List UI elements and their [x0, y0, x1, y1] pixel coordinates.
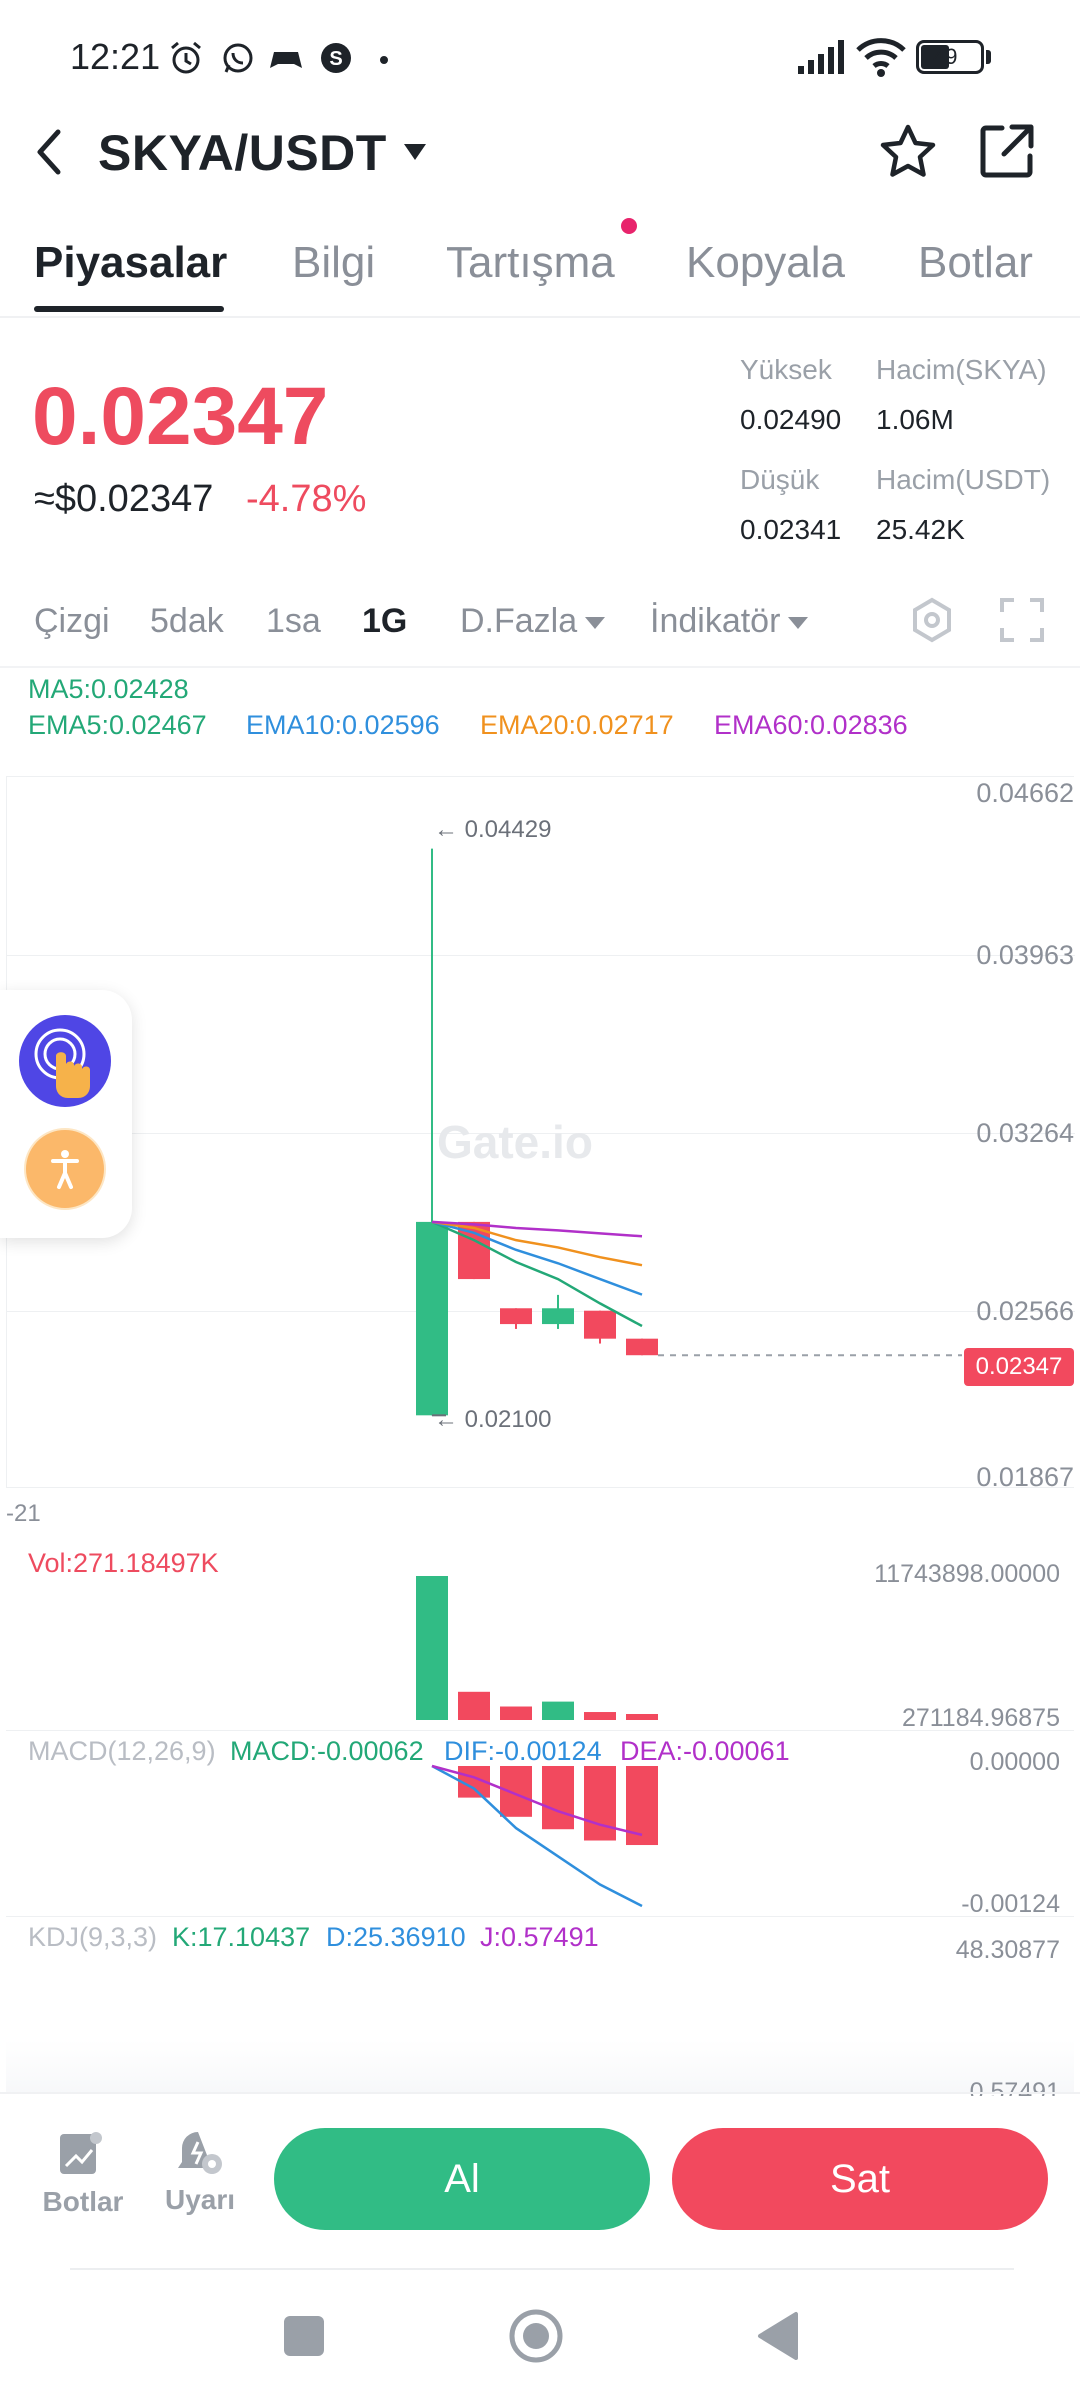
wifi-icon — [856, 38, 906, 77]
volume-base-label: Hacim(SKYA) — [876, 354, 1047, 385]
sell-button[interactable]: Sat — [672, 2128, 1048, 2230]
volume-legend: Vol:271.18497K — [28, 1548, 219, 1578]
y-tick: 0.03963 — [976, 940, 1074, 970]
system-nav-divider — [70, 2268, 1014, 2270]
bots-nav-item[interactable]: Botlar — [28, 2128, 138, 2228]
system-back-button[interactable] — [756, 2310, 800, 2362]
macd-min-tick: -0.00124 — [961, 1890, 1060, 1918]
floating-assistant-widget[interactable] — [0, 990, 132, 1238]
bottom-divider — [0, 2092, 1080, 2094]
kdj-min-tick: 0.57491 — [969, 2078, 1060, 2096]
y-tick: 0.01867 — [976, 1462, 1074, 1492]
home-button[interactable] — [508, 2308, 564, 2364]
signal-icon — [798, 40, 844, 74]
volume-base-value: 1.06M — [876, 404, 954, 435]
k-legend: K:17.10437 — [172, 1922, 311, 1952]
high-value: 0.02490 — [740, 404, 842, 435]
gamepad-icon — [270, 52, 302, 68]
x-start-label: -21 — [6, 1500, 41, 1527]
whatsapp-icon — [223, 43, 253, 73]
fullscreen-icon[interactable] — [998, 596, 1046, 644]
macd-title: MACD(12,26,9) — [28, 1736, 216, 1766]
low-label: Düşük — [740, 464, 820, 495]
ema5-legend: EMA5:0.02467 — [28, 710, 207, 740]
timeframe-1sa[interactable]: 1sa — [266, 602, 321, 640]
max-price-marker: ← 0.04429 — [434, 816, 552, 843]
tab-bilgi[interactable]: Bilgi — [292, 238, 376, 287]
pair-title[interactable]: SKYA/USDT — [98, 125, 387, 181]
line-chart-toggle[interactable]: Çizgi — [34, 602, 110, 640]
y-tick: 0.03264 — [976, 1118, 1074, 1148]
ema20-legend: EMA20:0.02717 — [480, 710, 674, 740]
volume-quote-label: Hacim(USDT) — [876, 464, 1051, 495]
caret-down-icon — [788, 617, 809, 630]
alert-bell-icon — [178, 2132, 222, 2174]
buy-button[interactable]: Al — [274, 2128, 650, 2230]
chart-settings-icon[interactable] — [908, 596, 956, 644]
tab-botlar[interactable]: Botlar — [918, 238, 1033, 287]
last-price-tag-text: 0.02347 — [975, 1353, 1063, 1380]
tabs-divider — [0, 316, 1080, 318]
y-tick: 0.02566 — [976, 1296, 1074, 1326]
app-s-icon: S — [321, 43, 351, 73]
low-value: 0.02341 — [740, 514, 842, 545]
j-legend: J:0.57491 — [480, 1922, 599, 1952]
tab-piyasalar[interactable]: Piyasalar — [34, 238, 228, 287]
battery-icon: 49 — [916, 40, 984, 74]
indicator-dropdown[interactable]: İndikatör — [650, 602, 809, 641]
timeframe-1g[interactable]: 1G — [362, 602, 408, 640]
tab-tartisma[interactable]: Tartışma — [446, 238, 615, 287]
price-change: -4.78% — [246, 478, 367, 520]
star-icon[interactable] — [878, 122, 938, 182]
battery-level: 49 — [933, 44, 958, 69]
toolbar-divider — [0, 666, 1080, 668]
status-time: 12:21 — [70, 36, 161, 77]
macd-panel[interactable] — [6, 1730, 1074, 1908]
bots-icon — [60, 2132, 102, 2174]
caret-down-icon — [585, 617, 606, 630]
alerts-nav-item[interactable]: Uyarı — [150, 2128, 250, 2228]
accessibility-icon[interactable] — [24, 1128, 106, 1210]
chevron-down-icon[interactable] — [402, 138, 428, 164]
watermark: Gate.io — [437, 1116, 593, 1168]
ema10-legend: EMA10:0.02596 — [246, 710, 440, 740]
recent-apps-button[interactable] — [284, 2316, 324, 2356]
tab-kopyala[interactable]: Kopyala — [686, 238, 846, 287]
ma5-legend: MA5:0.02428 — [28, 674, 189, 704]
volume-quote-value: 25.42K — [876, 514, 965, 545]
alarm-icon — [171, 41, 201, 74]
macd-max-tick: 0.00000 — [969, 1748, 1060, 1776]
notification-dot — [380, 56, 388, 64]
volume-min-tick: 271184.96875 — [901, 1704, 1060, 1732]
timeframe-5dak[interactable]: 5dak — [150, 602, 224, 640]
min-price-marker: ← 0.02100 — [434, 1406, 552, 1433]
high-label: Yüksek — [740, 354, 832, 385]
svg-text:S: S — [329, 48, 342, 70]
touch-assist-icon[interactable] — [18, 1014, 112, 1108]
active-tab-indicator — [34, 306, 224, 312]
tab-notification-dot — [621, 218, 637, 234]
dif-legend: DIF:-0.00124 — [444, 1736, 602, 1766]
dea-legend: DEA:-0.00061 — [620, 1736, 790, 1766]
y-tick: 0.04662 — [976, 778, 1074, 808]
last-price: 0.02347 — [32, 371, 329, 462]
volume-max-tick: 11743898.00000 — [874, 1560, 1060, 1588]
macd-value-legend: MACD:-0.00062 — [230, 1736, 424, 1766]
d-legend: D:25.36910 — [326, 1922, 466, 1952]
kdj-max-tick: 48.30877 — [955, 1936, 1060, 1964]
ema60-legend: EMA60:0.02836 — [714, 710, 908, 740]
alert-label: Uyarı — [164, 2184, 236, 2215]
usd-price: ≈$0.02347 — [34, 478, 214, 520]
back-arrow-icon[interactable] — [30, 122, 70, 182]
kdj-panel[interactable] — [6, 1916, 1074, 2092]
last-price-tag: 0.02347 — [964, 1348, 1074, 1386]
share-external-icon[interactable] — [978, 122, 1036, 180]
kdj-title: KDJ(9,3,3) — [28, 1922, 158, 1952]
indicator-label: İndikatör — [650, 602, 781, 640]
more-timeframes-dropdown[interactable]: D.Fazla — [460, 602, 606, 641]
bots-label: Botlar — [42, 2186, 124, 2217]
more-timeframes-label: D.Fazla — [460, 602, 578, 640]
